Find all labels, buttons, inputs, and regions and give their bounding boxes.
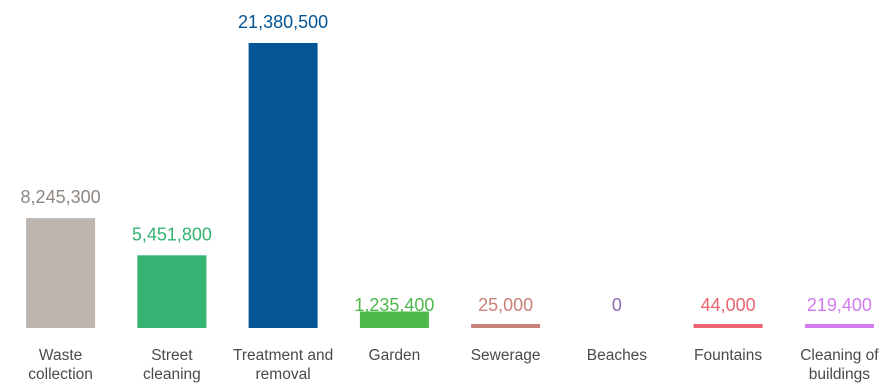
value-label-0: 8,245,300 xyxy=(21,187,101,207)
category-label-7-line-1: buildings xyxy=(809,366,870,383)
category-label-3-line-0: Garden xyxy=(369,347,421,364)
category-label-7-line-0: Cleaning of xyxy=(800,347,879,364)
category-label-1-line-1: cleaning xyxy=(143,366,201,383)
category-label-6-line-0: Fountains xyxy=(694,347,762,364)
value-label-3: 1,235,400 xyxy=(354,295,434,315)
category-label-2-line-1: removal xyxy=(256,366,311,383)
value-label-4: 25,000 xyxy=(478,295,533,315)
category-label-0-line-0: Waste xyxy=(39,347,82,364)
category-label-4-line-0: Sewerage xyxy=(471,347,541,364)
value-label-7: 219,400 xyxy=(807,295,872,315)
value-label-2: 21,380,500 xyxy=(238,12,328,32)
bar-4 xyxy=(471,324,541,328)
category-label-5-line-0: Beaches xyxy=(587,347,648,364)
category-label-1-line-0: Street xyxy=(151,347,193,364)
bar-7 xyxy=(804,324,874,328)
category-label-0-line-1: collection xyxy=(28,366,93,383)
bar-6 xyxy=(693,324,763,328)
value-label-5: 0 xyxy=(612,295,622,315)
bar-2 xyxy=(248,43,318,328)
value-label-1: 5,451,800 xyxy=(132,224,212,244)
bar-1 xyxy=(137,255,207,328)
bar-3 xyxy=(359,311,429,328)
category-label-2-line-0: Treatment and xyxy=(233,347,333,364)
value-label-6: 44,000 xyxy=(701,295,756,315)
bar-0 xyxy=(26,218,96,328)
